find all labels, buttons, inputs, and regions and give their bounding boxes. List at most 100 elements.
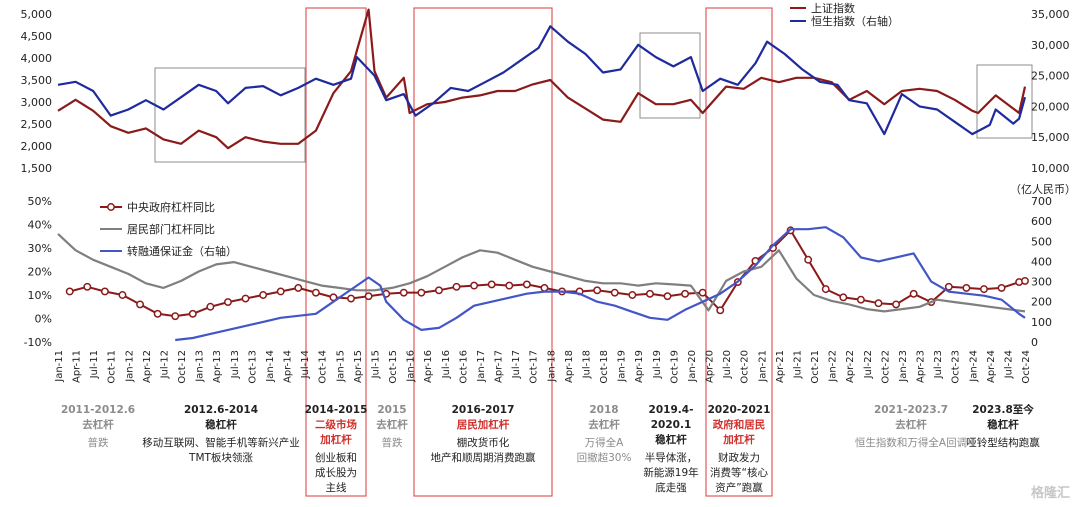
bottom-chart-lines: [57, 226, 1029, 342]
x-axis-tick-label: Jan-11: [54, 350, 65, 383]
series-point-marker: [100, 287, 109, 296]
series-point-marker: [118, 291, 127, 299]
series-point-marker: [83, 282, 92, 291]
phase-phase: 去杠杆: [588, 419, 620, 431]
phase-desc3: 资产”跑赢: [715, 482, 763, 494]
x-axis-tick-label: Oct-22: [880, 350, 891, 384]
series-point-marker: [505, 281, 514, 290]
phase-phase: 2020.1: [650, 419, 692, 431]
x-axis-tick-label: Jul-12: [159, 350, 170, 379]
x-axis-tick-label: Apr-17: [494, 350, 505, 383]
series-point-marker: [259, 291, 268, 299]
phase-phase: 二级市场: [315, 419, 357, 431]
series-point-marker: [452, 282, 461, 291]
x-axis-tick-label: Apr-16: [423, 350, 434, 383]
phase-phase: 去杠杆: [82, 419, 114, 431]
left-axis-tick-label: 10%: [28, 289, 52, 302]
left-axis-tick-label: 2,500: [21, 118, 53, 131]
phase-desc: 哑铃型结构跑赢: [966, 437, 1040, 449]
series-point-marker: [470, 281, 479, 290]
red-highlight-box-3: [705, 7, 773, 497]
phase-year: 2014-2015: [304, 404, 368, 416]
x-axis-tick-label: Apr-12: [142, 350, 153, 383]
series-point-marker: [364, 292, 373, 301]
series-point-marker: [540, 284, 549, 292]
top-legend-label: 恒生指数（右轴）: [811, 14, 899, 28]
x-axis-tick-label: Jan-22: [828, 350, 839, 383]
left-axis-tick-label: 2,000: [21, 140, 53, 153]
x-axis-tick-label: Jan-13: [195, 350, 206, 383]
phase-desc: 万得全A: [584, 437, 624, 449]
x-axis-tick-label: Apr-24: [986, 350, 997, 383]
series-point-marker: [681, 289, 690, 298]
x-axis-tick-label: Jan-21: [757, 350, 768, 383]
x-axis-tick-label: Jul-22: [863, 350, 874, 379]
right-axis-tick-label: 300: [1031, 276, 1052, 289]
phase-annotation-p7: 2019.4- 2020.1 稳杠杆 半导体涨， 新能源19年 底走强: [643, 403, 698, 496]
series-point-marker: [206, 302, 215, 311]
series-point-marker: [188, 309, 197, 318]
series-point-marker: [224, 298, 232, 306]
left-axis-tick-label: 50%: [28, 195, 52, 208]
x-axis-tick-label: Jul-16: [441, 350, 452, 379]
x-axis-tick-label: Jan-15: [335, 350, 346, 383]
series-point-marker: [434, 286, 443, 295]
left-axis-tick-label: 3,500: [21, 74, 53, 87]
series-point-marker: [311, 288, 320, 297]
series-line-1-1: [57, 8, 1027, 150]
right-axis-tick-label: 100: [1031, 316, 1052, 329]
series-point-marker: [487, 280, 496, 289]
series-point-marker: [136, 300, 144, 309]
x-axis-tick-label: Jul-17: [511, 350, 522, 379]
right-axis-tick-label: 35,000: [1031, 8, 1070, 21]
series-point-marker: [610, 288, 619, 297]
phase-phase2: 稳杠杆: [655, 434, 687, 446]
x-axis-tick-label: Jan-23: [898, 350, 909, 383]
phase-phase: 居民加杠杆: [456, 419, 510, 431]
phase-desc: 移动互联网、智能手机等新兴产业: [142, 437, 300, 449]
x-axis-tick-label: Jan-18: [546, 350, 557, 383]
right-axis-tick-label: 500: [1031, 235, 1052, 248]
top-chart-axes: 1,500 2,000 2,500 3,000 3,500 4,000 4,500 5,000…: [21, 8, 1070, 175]
phase-desc3: 主线: [325, 482, 347, 494]
bottom-legend-marker: [107, 203, 115, 211]
x-axis-tick-label: Oct-14: [318, 350, 329, 384]
series-point-marker: [628, 291, 637, 299]
phase-desc: 普跌: [381, 437, 403, 449]
right-axis-tick-label: 30,000: [1031, 39, 1070, 52]
left-axis-tick-label: 0%: [35, 313, 52, 326]
x-axis-tick-label: Oct-13: [247, 350, 258, 384]
right-axis-tick-label: 20,000: [1031, 100, 1070, 113]
x-axis-tick-label: Apr-23: [916, 350, 927, 383]
series-point-marker: [997, 284, 1006, 292]
right-axis-tick-label: 200: [1031, 296, 1052, 309]
x-axis-tick-label: Oct-12: [177, 350, 188, 384]
left-axis-tick-label: -10%: [24, 336, 52, 349]
series-point-marker: [892, 300, 901, 309]
phase-desc: 恒生指数和万得全A回调: [854, 437, 968, 449]
phase-desc: 普跌: [87, 437, 109, 449]
x-axis-tick-label: Jul-11: [89, 350, 100, 379]
phase-year: 2015: [377, 404, 407, 416]
left-axis-tick-label: 20%: [28, 266, 52, 279]
x-axis-tick-label: Jan-14: [265, 350, 276, 383]
phase-phase2: 加杠杆: [723, 434, 755, 446]
phase-desc2: TMT板块领涨: [189, 452, 253, 464]
series-point-marker: [874, 299, 883, 308]
phase-annotation-p5: 2016-2017 居民加杠杆 棚改货币化 地产和顺周期消费跑赢: [431, 403, 536, 466]
phase-desc: 棚改货币化: [456, 437, 510, 449]
right-axis-unit: （亿人民币）: [1010, 183, 1076, 196]
series-point-marker: [65, 287, 74, 296]
grey-highlight-box-1: [154, 67, 306, 163]
x-axis-tick-label: Jan-12: [124, 350, 135, 383]
phase-desc: 财政发力: [718, 452, 760, 464]
phase-phase: 政府和居民: [712, 419, 766, 431]
series-point-marker: [276, 287, 285, 296]
phase-phase: 稳杠杆: [205, 419, 237, 431]
x-axis-tick-label: Oct-23: [951, 350, 962, 384]
x-axis-tick-label: Jan-19: [617, 350, 628, 383]
grey-highlight-box-2: [639, 32, 701, 119]
top-chart-lines: [57, 8, 1027, 150]
